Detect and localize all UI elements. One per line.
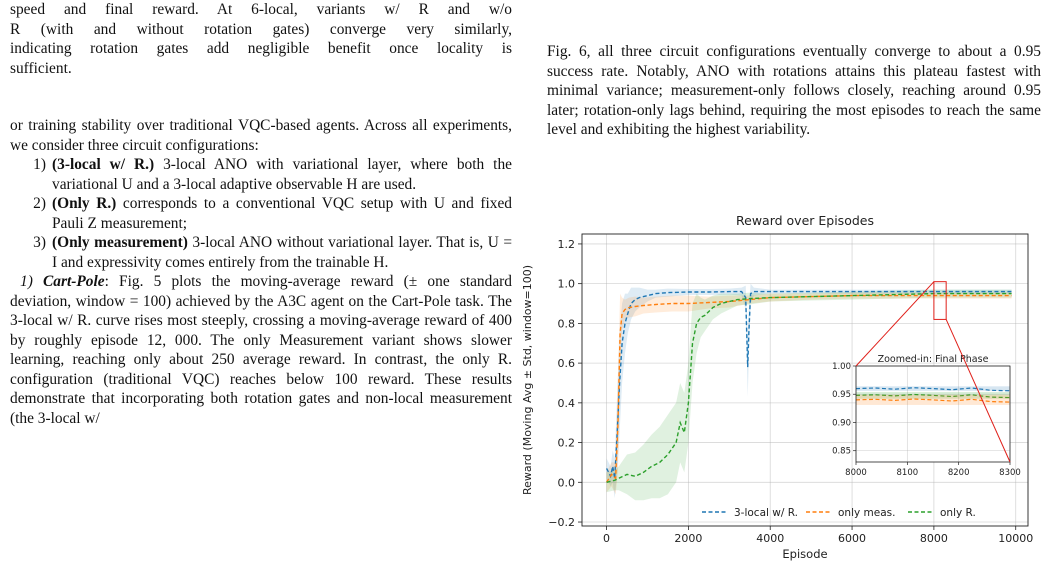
results-paragraph: Fig. 6, all three circuit configurations… <box>547 43 1041 138</box>
inset-x-tick-label: 8000 <box>845 468 867 478</box>
inset-std-band <box>856 394 1010 405</box>
x-axis-label: Episode <box>782 547 827 561</box>
inset-y-tick-label: 0.95 <box>832 390 851 400</box>
zoom-region <box>933 281 947 320</box>
zoom-connector <box>855 281 935 367</box>
config-list: 1) (3-local w/ R.) 3-local ANO with vari… <box>10 155 512 272</box>
inset-y-tick-label: 0.90 <box>832 418 851 428</box>
series-line <box>606 292 1012 483</box>
inset-background <box>856 366 1010 462</box>
caption-line: indicating rotation gates add negligible… <box>10 40 512 57</box>
section-text: : Fig. 5 plots the moving-average reward… <box>10 273 512 427</box>
cartpole-paragraph: 1) Cart-Pole: Fig. 5 plots the moving-av… <box>10 272 512 428</box>
legend-label: only meas. <box>838 507 895 519</box>
y-tick-label: 0.0 <box>558 476 576 489</box>
reward-chart: Reward over Episodes 0 2000 4000 6000 8000 100… <box>521 213 1033 561</box>
config-title: (3-local w/ R.) <box>52 156 155 173</box>
inset-x-tick-label: 8200 <box>948 468 970 478</box>
list-number: 2) <box>33 195 46 212</box>
caption-line: sufficient. <box>10 59 72 77</box>
plot-frame <box>581 233 1029 527</box>
caption-line: R (with and without rotation gates) conv… <box>10 20 512 38</box>
list-item: 2) (Only R.) corresponds to a convention… <box>10 194 512 233</box>
series-line <box>605 290 1012 479</box>
x-tick-label: 6000 <box>838 532 866 545</box>
figure-caption-tail: speed and final reward. At 6-local, vari… <box>10 0 512 78</box>
inset-y-tick-label: 0.85 <box>832 447 851 457</box>
intro-paragraph: or training stability over traditional V… <box>10 117 512 154</box>
list-item: 3) (Only measurement) 3-local ANO withou… <box>10 233 512 272</box>
std-band <box>606 289 1012 501</box>
chart-title: Reward over Episodes <box>736 213 874 228</box>
config-text: 3-local ANO without variational layer. T… <box>52 234 513 271</box>
std-band <box>606 292 1012 495</box>
zoom-connector <box>945 319 1011 463</box>
list-item: 1) (3-local w/ R.) 3-local ANO with vari… <box>10 155 512 194</box>
y-tick-label: 1.2 <box>558 238 576 251</box>
series-line <box>606 294 1012 483</box>
caption-line: speed and final reward. At 6-local, vari… <box>10 1 512 18</box>
y-tick-label: 0.2 <box>558 437 576 450</box>
y-tick-label: −0.2 <box>548 516 575 529</box>
left-column: speed and final reward. At 6-local, vari… <box>10 0 512 428</box>
x-tick-label: 2000 <box>674 532 702 545</box>
x-tick-label: 10000 <box>998 532 1033 545</box>
y-tick-label: 0.8 <box>558 317 576 330</box>
section-number: 1) <box>20 273 33 290</box>
inset-x-tick-label: 8300 <box>999 468 1021 478</box>
list-number: 3) <box>33 234 46 251</box>
config-text: 3-local ANO with variational layer, wher… <box>52 156 512 193</box>
section-title: Cart-Pole <box>43 273 105 290</box>
inset-x-tick-label: 8100 <box>897 468 919 478</box>
y-tick-label: 0.6 <box>558 357 576 370</box>
inset-title: Zoomed-in: Final Phase <box>878 354 989 365</box>
list-number: 1) <box>33 156 46 173</box>
legend-label: only R. <box>940 507 976 519</box>
config-title: (Only measurement) <box>52 234 188 251</box>
y-axis-label: Reward (Moving Avg ± Std, window=100) <box>521 265 534 495</box>
inset-frame <box>855 365 1011 463</box>
x-tick-label: 0 <box>603 532 610 545</box>
legend-label: 3-local w/ R. <box>734 507 798 519</box>
right-column: Fig. 6, all three circuit configurations… <box>547 0 1041 140</box>
y-tick-label: 0.4 <box>558 397 576 410</box>
config-title: (Only R.) <box>52 195 117 212</box>
y-tick-label: 1.0 <box>558 278 576 291</box>
inset-y-tick-label: 1.00 <box>832 362 851 372</box>
x-tick-label: 8000 <box>920 532 948 545</box>
config-text: corresponds to a conventional VQC setup … <box>52 195 512 232</box>
x-tick-label: 4000 <box>756 532 784 545</box>
inset-std-band <box>856 391 1010 399</box>
inset-std-band <box>856 386 1010 391</box>
